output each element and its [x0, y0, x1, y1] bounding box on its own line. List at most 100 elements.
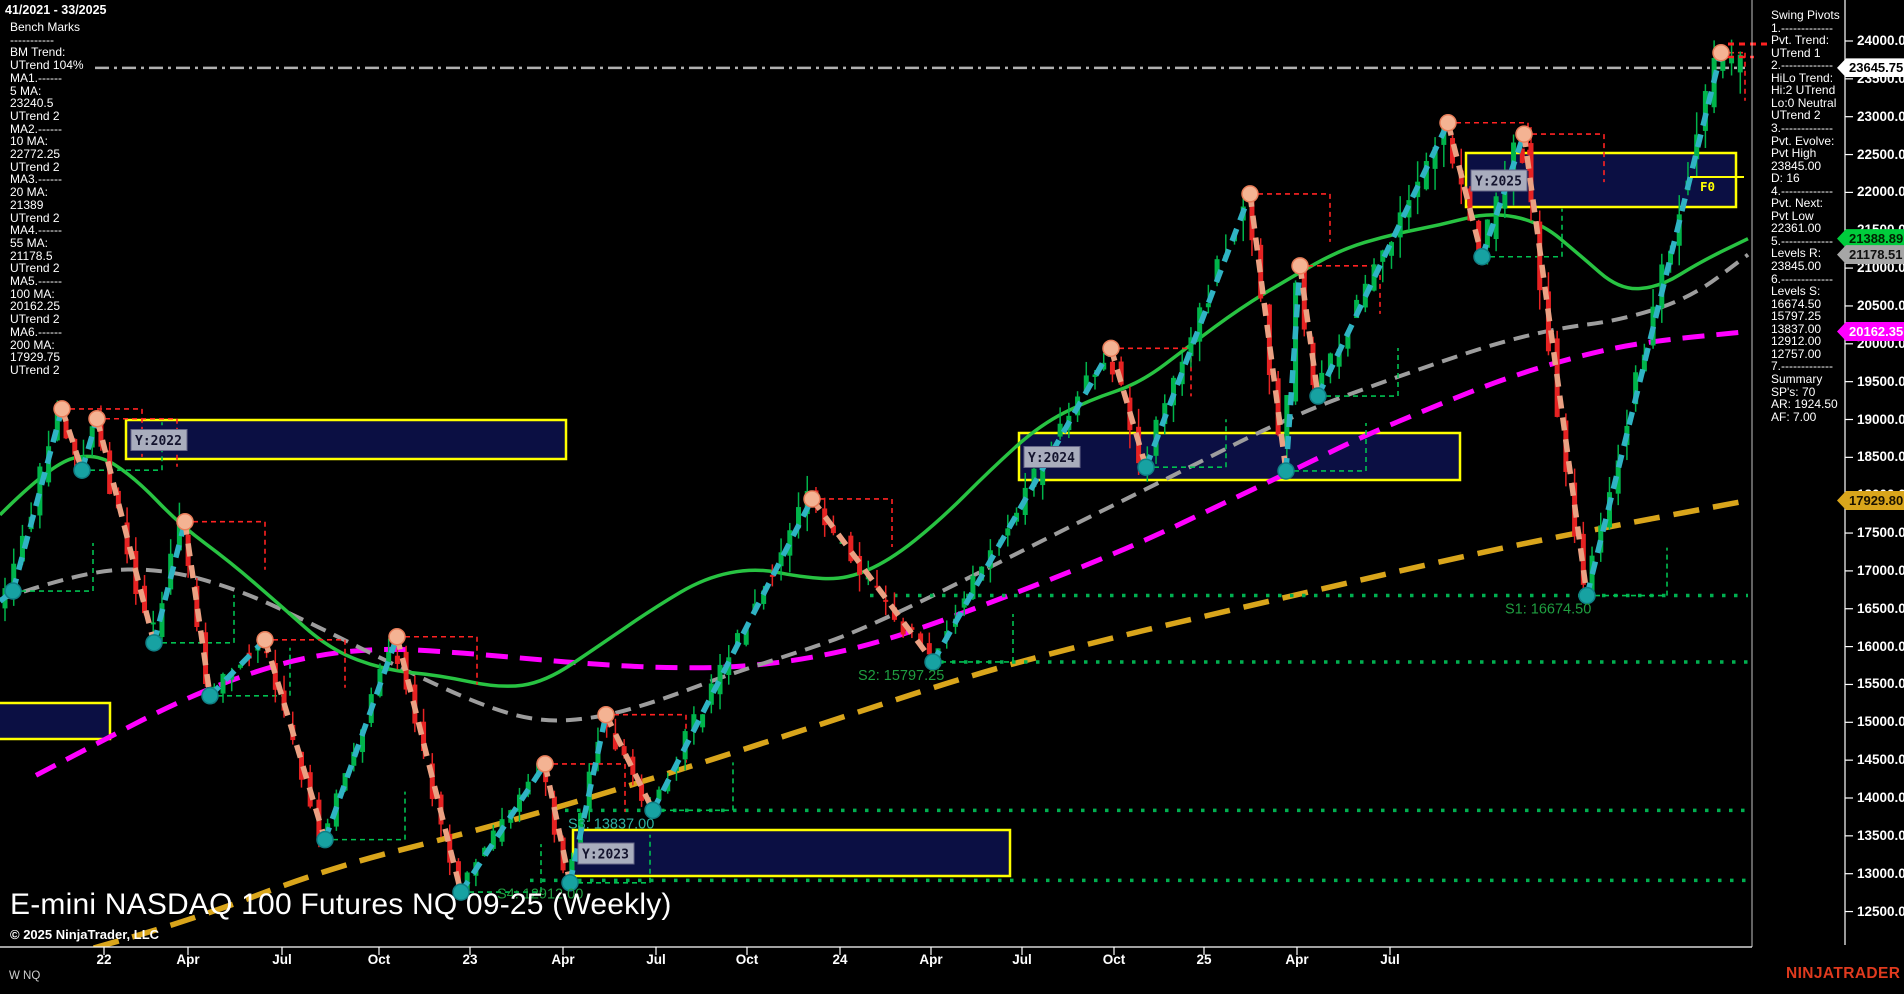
pivot-low-marker[interactable] — [452, 883, 470, 901]
year-chip[interactable] — [1470, 169, 1528, 192]
swing-zigzag-segment — [208, 637, 267, 698]
support-level-label: S2: 15797.25 — [858, 668, 944, 684]
pivot-low-marker[interactable] — [201, 687, 219, 705]
pivot-low-marker[interactable] — [4, 582, 22, 600]
candle-body — [394, 655, 400, 664]
pivot-high-marker[interactable] — [53, 400, 71, 418]
candle-body — [612, 733, 618, 750]
swing-pivot-line: 23845.00 — [1771, 259, 1822, 273]
pivot-high-marker[interactable] — [1291, 257, 1309, 275]
swing-pivot-line: HiLo Trend: — [1771, 70, 1834, 85]
pivot-low-marker[interactable] — [1137, 458, 1155, 476]
support-level-label: S3: 13837.00 — [568, 816, 654, 832]
candle-body — [429, 763, 435, 799]
candle-body — [1031, 468, 1037, 487]
benchmark-line: 17929.75 — [10, 350, 61, 365]
price-axis-label: 20500.00 — [1857, 297, 1904, 313]
pivot-high-marker[interactable] — [1241, 185, 1259, 203]
pivot-high-marker[interactable] — [1515, 125, 1533, 143]
swing-zigzag-segment — [567, 714, 609, 884]
benchmark-line: MA6.------ — [10, 324, 62, 339]
price-axis-label: 17000.00 — [1857, 562, 1904, 578]
pivot-high-marker[interactable] — [256, 631, 274, 649]
time-axis-label: Oct — [735, 952, 759, 967]
candle-body — [769, 574, 775, 577]
candle-body — [1249, 189, 1255, 241]
candle-body — [1170, 377, 1176, 406]
year-chip-label: Y:2023 — [582, 848, 629, 863]
benchmark-line: UTrend 2 — [10, 159, 60, 174]
swing-zigzag-segment — [1283, 265, 1303, 472]
pivot-low-marker[interactable] — [924, 653, 942, 671]
pivot-high-marker[interactable] — [88, 409, 106, 428]
pivot-low-marker[interactable] — [1473, 247, 1491, 266]
benchmark-line: UTrend 2 — [10, 312, 60, 327]
candle-body — [1641, 354, 1647, 372]
time-axis-label: Jul — [1380, 952, 1400, 967]
plot-area[interactable]: Y:2022 Y:2023 Y:2024 Y:2025 S1: 16674.50 S2: … — [0, 39, 1750, 959]
year-chip-label: Y:2024 — [1028, 451, 1075, 466]
benchmark-line: 100 MA: — [10, 286, 55, 301]
year-range-box[interactable] — [0, 701, 112, 741]
benchmark-line: ----------- — [10, 32, 54, 47]
candle-body — [1345, 332, 1351, 349]
pivot-low-marker[interactable] — [561, 874, 579, 892]
candle-body — [874, 585, 880, 588]
year-chip[interactable] — [1023, 446, 1081, 468]
pivot-low-marker[interactable] — [1277, 462, 1295, 480]
swing-zigzag-segment — [182, 521, 213, 697]
pivot-low-marker[interactable] — [145, 634, 163, 652]
candle-body — [37, 466, 43, 516]
pivot-low-marker[interactable] — [316, 830, 334, 849]
swing-zigzag-segment — [59, 408, 85, 472]
candle-body — [639, 783, 645, 801]
candle-body — [360, 729, 366, 753]
pivot-high-marker[interactable] — [388, 628, 406, 646]
pivot-high-marker[interactable] — [1439, 114, 1457, 132]
candle-body — [237, 664, 243, 668]
pivot-low-marker[interactable] — [1309, 387, 1327, 405]
time-axis-label: 22 — [96, 952, 112, 967]
pivot-low-marker[interactable] — [73, 461, 91, 479]
candle-body — [516, 794, 522, 812]
candle-body — [1014, 512, 1020, 522]
candle-body — [220, 673, 226, 694]
candle-body — [1293, 282, 1299, 402]
candle-body — [1214, 259, 1220, 282]
benchmark-line: 20 MA: — [10, 185, 49, 200]
candle-body — [490, 830, 496, 849]
swing-pivot-line: Levels R: — [1771, 246, 1822, 261]
price-axis-label: 17500.00 — [1857, 525, 1904, 541]
pivot-high-marker[interactable] — [176, 512, 194, 531]
candle-body — [857, 556, 863, 575]
price-axis-label: 23000.00 — [1857, 108, 1904, 124]
candle-body — [403, 651, 409, 690]
candle-body — [1668, 250, 1674, 265]
swing-zigzag-segment — [94, 418, 157, 644]
pivot-low-marker[interactable] — [644, 801, 662, 820]
series-watermark: W NQ — [9, 970, 41, 982]
swing-zigzag-segment — [322, 635, 400, 841]
pivot-high-marker[interactable] — [597, 705, 615, 724]
candle-body — [63, 419, 69, 439]
candle-body — [691, 714, 697, 731]
price-axis-label: 22000.00 — [1857, 184, 1904, 200]
pivot-high-marker[interactable] — [803, 490, 821, 508]
year-chip-label: Y:2022 — [135, 434, 182, 449]
year-chip[interactable] — [577, 842, 635, 865]
swing-zigzag-segment — [650, 497, 815, 812]
pivot-low-marker[interactable] — [1578, 586, 1596, 605]
benchmark-line: UTrend 2 — [10, 210, 60, 225]
candle-body — [1005, 528, 1011, 536]
candle-body — [778, 552, 784, 567]
year-chip[interactable] — [130, 429, 188, 451]
swing-pivot-line: Pvt. Evolve: — [1771, 133, 1835, 148]
swing-pivot-line: 1.------------- — [1771, 20, 1833, 35]
pivot-high-marker[interactable] — [536, 755, 554, 773]
year-range-box[interactable] — [124, 418, 568, 461]
pivot-high-marker[interactable] — [1712, 43, 1730, 62]
price-axis-label: 13000.00 — [1857, 865, 1904, 881]
year-range-box[interactable] — [571, 828, 1012, 878]
pivot-high-marker[interactable] — [1102, 339, 1120, 358]
